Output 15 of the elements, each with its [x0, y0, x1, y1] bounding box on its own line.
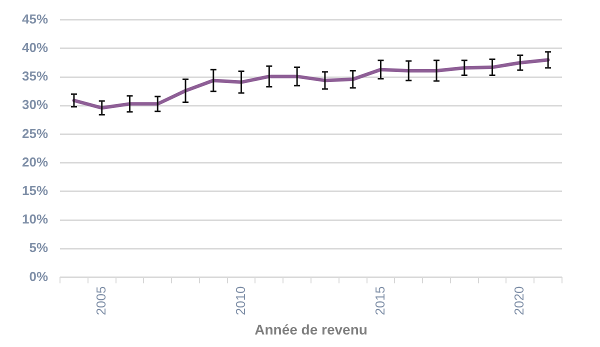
y-tick-label: 15%: [22, 183, 48, 198]
y-tick-label: 0%: [29, 268, 48, 284]
y-tick-label: 5%: [29, 240, 48, 256]
x-axis-title: Année de revenu: [254, 321, 368, 338]
x-tick-label: 2020: [512, 286, 527, 316]
y-tick-label: 25%: [22, 126, 48, 141]
x-tick-label: 2005: [93, 286, 108, 316]
x-tick-label: 2015: [372, 286, 388, 316]
y-tick-label: 35%: [22, 68, 48, 84]
y-tick-label: 10%: [22, 212, 48, 227]
x-tick-label: 2010: [232, 286, 248, 316]
y-tick-label: 40%: [22, 40, 48, 55]
y-tick-label: 45%: [22, 11, 48, 26]
y-tick-label: 20%: [22, 154, 48, 170]
y-tick-label: 30%: [22, 97, 48, 112]
